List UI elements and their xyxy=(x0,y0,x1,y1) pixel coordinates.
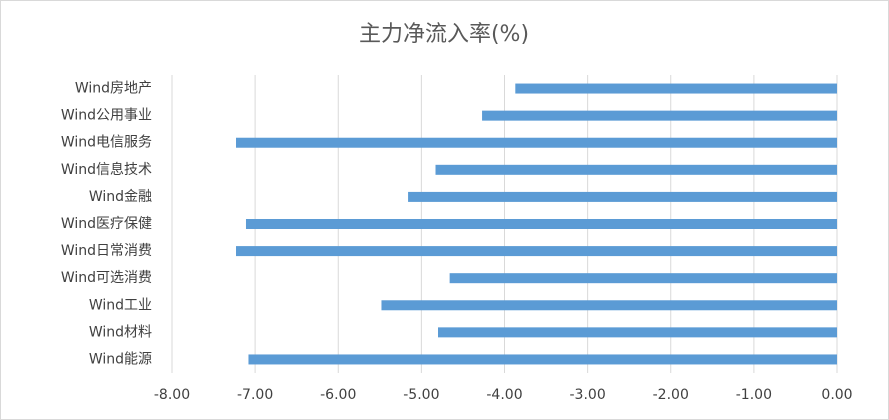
y-tick-label: Wind公用事业 xyxy=(61,108,152,124)
bar xyxy=(236,246,838,257)
bar xyxy=(408,191,837,202)
y-tick-label: Wind电信服务 xyxy=(61,135,152,151)
bar xyxy=(435,164,837,175)
x-tick-label: -6.00 xyxy=(320,387,356,403)
bar xyxy=(245,219,837,229)
chart-title: 主力净流入率(%) xyxy=(359,22,529,47)
y-tick-label: Wind医疗保健 xyxy=(61,216,152,232)
x-tick-label: -2.00 xyxy=(653,387,689,403)
x-tick-label: -3.00 xyxy=(570,387,606,403)
y-tick-label: Wind房地产 xyxy=(75,81,152,97)
bar xyxy=(236,137,838,148)
x-tick-label: -8.00 xyxy=(154,387,190,403)
y-tick-label: Wind材料 xyxy=(89,324,152,340)
y-tick-label: Wind可选消费 xyxy=(61,270,152,286)
x-tick-label: -7.00 xyxy=(237,387,273,403)
bar xyxy=(515,83,837,94)
bar xyxy=(381,300,837,311)
bar xyxy=(438,327,837,338)
y-tick-label: Wind日常消费 xyxy=(61,243,152,259)
y-tick-label: Wind信息技术 xyxy=(61,161,152,178)
bar xyxy=(449,273,837,284)
bar xyxy=(248,354,838,365)
x-tick-label: -4.00 xyxy=(486,387,522,403)
y-tick-label: Wind能源 xyxy=(89,351,152,367)
x-tick-label: -1.00 xyxy=(736,387,772,403)
bar xyxy=(482,110,837,121)
x-tick-label: -5.00 xyxy=(403,387,439,403)
y-tick-label: Wind金融 xyxy=(89,189,152,205)
x-tick-label: 0.00 xyxy=(821,387,852,403)
y-tick-label: Wind工业 xyxy=(89,297,152,313)
